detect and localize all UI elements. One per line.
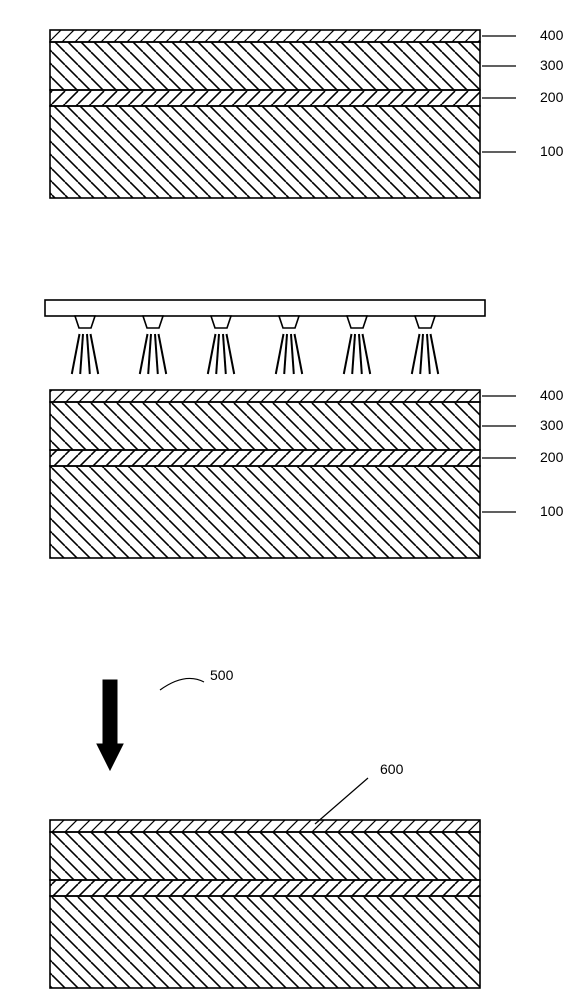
nozzle: [143, 316, 163, 328]
nozzle: [347, 316, 367, 328]
spray-stream: [431, 334, 439, 374]
spray-stream: [359, 334, 362, 374]
label-100: 100: [540, 503, 563, 519]
spray-stream: [91, 334, 99, 374]
layer-C-100: [50, 896, 480, 988]
spray-stream: [208, 334, 216, 374]
spray-stream: [363, 334, 371, 374]
layer-C-300: [50, 832, 480, 880]
label-300: 300: [540, 57, 563, 73]
nozzle: [279, 316, 299, 328]
spray-stream: [159, 334, 167, 374]
panel-a-stack: [50, 30, 480, 198]
spray-stream: [87, 334, 90, 374]
spray-stream: [352, 334, 355, 374]
layer-A-300: [50, 42, 480, 90]
label-500: 500: [210, 667, 233, 683]
spray-stream: [155, 334, 158, 374]
nozzle: [75, 316, 95, 328]
spray-stream: [291, 334, 294, 374]
spray-stream: [295, 334, 303, 374]
leader-line: [315, 778, 368, 824]
layer-B-300: [50, 402, 480, 450]
layer-C-200: [50, 880, 480, 896]
label-200: 200: [540, 89, 563, 105]
label-300: 300: [540, 417, 563, 433]
leader-line: [160, 678, 204, 690]
label-200: 200: [540, 449, 563, 465]
label-400: 400: [540, 387, 563, 403]
label-400: 400: [540, 27, 563, 43]
spray-stream: [148, 334, 151, 374]
spray-stream: [412, 334, 420, 374]
spray-stream: [72, 334, 80, 374]
spray-stream: [216, 334, 219, 374]
spray-head: [45, 300, 485, 316]
spray-stream: [223, 334, 226, 374]
panel-b-stack: [50, 390, 480, 558]
layer-B-100: [50, 466, 480, 558]
down-arrow-icon: [97, 680, 123, 770]
layer-A-100: [50, 106, 480, 198]
spray-stream: [284, 334, 287, 374]
label-100: 100: [540, 143, 563, 159]
diagram-canvas: [0, 0, 584, 1000]
layer-A-400: [50, 30, 480, 42]
layer-A-200: [50, 90, 480, 106]
spray-stream: [227, 334, 235, 374]
layer-C-600: [50, 820, 480, 832]
spray-stream: [427, 334, 430, 374]
spray-stream: [344, 334, 352, 374]
nozzle: [211, 316, 231, 328]
spray-stream: [140, 334, 148, 374]
label-600: 600: [380, 761, 403, 777]
spray-stream: [420, 334, 423, 374]
spray-stream: [276, 334, 284, 374]
layer-B-200: [50, 450, 480, 466]
spray-stream: [80, 334, 83, 374]
panel-c-stack: [50, 820, 480, 988]
layer-B-400: [50, 390, 480, 402]
nozzle: [415, 316, 435, 328]
